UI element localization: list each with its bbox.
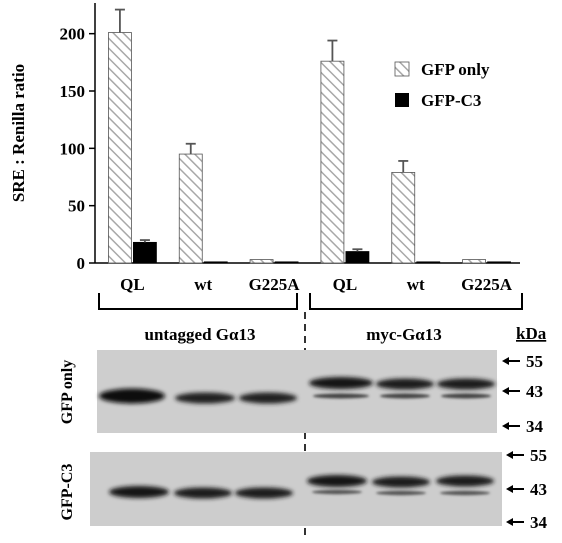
bar-gfp-c3 <box>274 261 299 264</box>
marker-34: 34 <box>526 417 544 436</box>
band <box>372 476 430 488</box>
y-tick-label: 150 <box>60 82 86 101</box>
markers-gfp-only: 55 43 34 <box>502 352 544 436</box>
y-tick-label: 0 <box>77 254 86 273</box>
bar-gfp-c3 <box>487 261 511 264</box>
x-tick-label: wt <box>194 275 212 294</box>
band <box>309 377 373 389</box>
marker-34: 34 <box>530 513 548 532</box>
marker-55: 55 <box>526 352 543 371</box>
band <box>376 378 434 390</box>
blot-label-gfp-only: GFP only <box>59 360 76 424</box>
x-tick-label: wt <box>407 275 425 294</box>
band <box>376 490 426 496</box>
y-tick-label: 100 <box>60 139 86 158</box>
group-bracket-untagged <box>98 293 298 310</box>
legend: GFP only GFP-C3 <box>394 60 490 110</box>
band <box>235 487 293 499</box>
x-tick-label: QL <box>333 275 358 294</box>
arrow-icon <box>502 387 520 395</box>
y-axis-title: SRE : Renilla ratio <box>9 64 28 202</box>
bar-gfp-c3 <box>416 261 441 264</box>
arrow-icon <box>506 485 524 493</box>
marker-43: 43 <box>530 480 547 499</box>
legend-label-gfp-only: GFP only <box>421 60 490 79</box>
y-tick-label: 50 <box>68 197 85 216</box>
bar-gfp-only <box>391 172 416 264</box>
kda-unit-label: kDa <box>516 324 547 343</box>
arrow-icon <box>502 422 520 430</box>
band <box>239 392 297 404</box>
bar-gfp-only <box>320 60 345 264</box>
x-tick-label: G225A <box>249 275 301 294</box>
band <box>175 392 235 404</box>
group-label-untagged: untagged Gα13 <box>144 325 255 344</box>
band <box>312 489 362 495</box>
bar-chart: SRE : Renilla ratio 0 50 100 150 200 QL wt G22… <box>9 3 547 344</box>
group-label-myc: myc-Gα13 <box>366 325 442 344</box>
band <box>307 475 367 487</box>
blot-gfp-c3: GFP-C3 55 43 34 <box>59 446 548 532</box>
blot-label-gfp-c3: GFP-C3 <box>59 464 76 521</box>
band <box>174 487 232 499</box>
band <box>380 393 430 399</box>
y-ticks: 0 50 100 150 200 <box>60 25 95 273</box>
x-tick-label: G225A <box>461 275 513 294</box>
bar-gfp-only <box>178 153 203 264</box>
bar-gfp-c3 <box>203 261 228 264</box>
bars <box>108 8 511 264</box>
legend-label-gfp-c3: GFP-C3 <box>421 91 481 110</box>
arrow-icon <box>506 518 524 526</box>
bar-gfp-only <box>462 259 486 264</box>
arrow-icon <box>502 357 520 365</box>
blot-gfp-only: GFP only 55 43 34 <box>59 350 544 436</box>
bar-gfp-c3 <box>345 251 370 264</box>
markers-gfp-c3: 55 43 34 <box>506 446 548 532</box>
x-tick-label: QL <box>120 275 145 294</box>
band <box>109 486 169 498</box>
group-bracket-myc <box>309 293 523 310</box>
band <box>99 388 165 404</box>
bar-gfp-only <box>249 259 274 264</box>
marker-55: 55 <box>530 446 547 465</box>
band <box>437 378 495 390</box>
marker-43: 43 <box>526 382 543 401</box>
band <box>436 475 494 487</box>
legend-swatch-gfp-only <box>394 61 410 77</box>
y-tick-label: 200 <box>60 25 86 44</box>
bar-gfp-c3 <box>133 241 157 264</box>
arrow-icon <box>506 451 524 459</box>
x-tick-labels: QL wt G225A QL wt G225A <box>120 275 513 294</box>
band <box>313 393 369 399</box>
bar-gfp-only <box>108 32 132 264</box>
band <box>440 490 490 496</box>
band <box>441 393 491 399</box>
blot-membrane-gfp-only <box>97 350 497 433</box>
legend-swatch-gfp-c3 <box>395 93 409 107</box>
